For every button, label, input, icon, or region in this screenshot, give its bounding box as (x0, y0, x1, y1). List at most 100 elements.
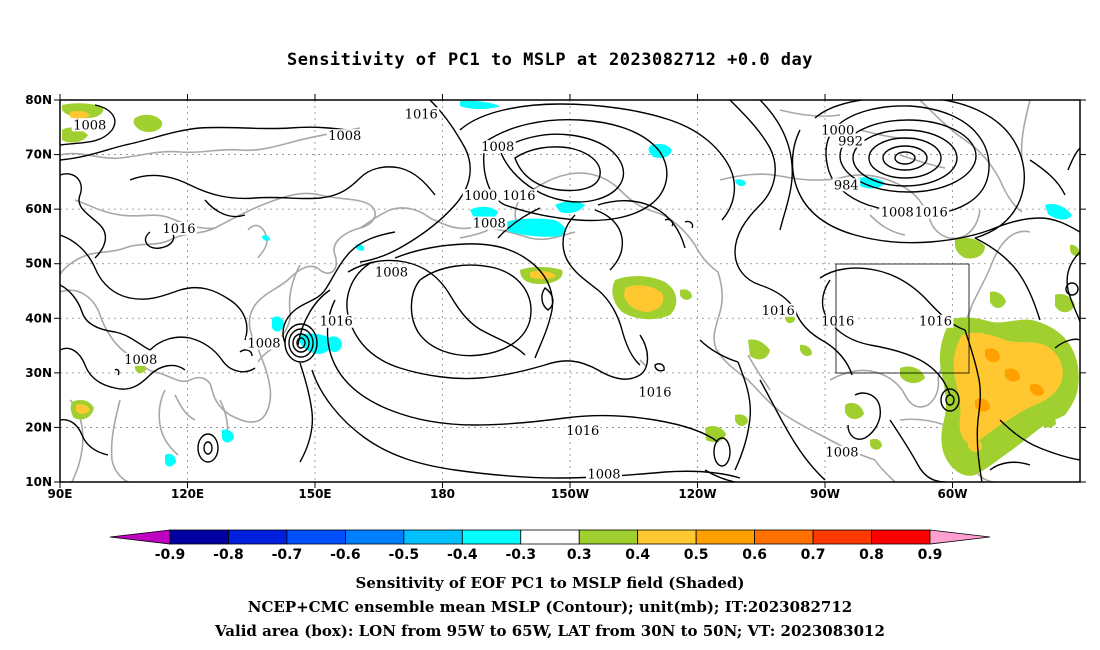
lat-label: 70N (25, 148, 52, 162)
contour-label-bg (71, 118, 108, 132)
colorbar-label: -0.6 (330, 547, 361, 563)
lat-label: 80N (25, 93, 52, 107)
contour-label-bg (318, 314, 355, 328)
contour-label: 1008 (481, 140, 514, 155)
colorbar-swatch (754, 529, 814, 545)
contour-label-bg (246, 336, 282, 350)
contour-label-bg (564, 423, 601, 437)
footer-line-2: NCEP+CMC ensemble mean MSLP (Contour); u… (247, 598, 853, 616)
contour-label: 1016 (566, 424, 599, 439)
contour-label: 1016 (502, 189, 535, 204)
lat-label: 10N (25, 475, 52, 489)
colorbar-label: -0.5 (389, 547, 420, 563)
contour-label: 1008 (124, 353, 157, 368)
colorbar-swatch (578, 529, 639, 545)
contour-label-bg (836, 134, 865, 148)
colorbar-swatch (461, 529, 522, 545)
colorbar-swatch (871, 529, 931, 545)
contour-label: 1008 (73, 118, 106, 133)
sensitivity-shading (62, 100, 1080, 476)
contour-label-bg (501, 189, 537, 203)
contour-label: 1016 (320, 315, 353, 330)
contour-label-bg (161, 221, 197, 235)
colorbar-label: 0.6 (742, 547, 767, 563)
mslp-contours (60, 100, 1080, 482)
contour-label: 1008 (881, 206, 914, 221)
contour-label: 1008 (375, 266, 408, 281)
contour-label: 1016 (762, 304, 795, 319)
contour-label: 1008 (587, 468, 620, 483)
colorbar-label: 0.7 (801, 547, 826, 563)
contour-label-bg (760, 303, 797, 317)
contour-label: 992 (838, 135, 863, 150)
contour-label: 1016 (405, 107, 438, 122)
colorbar-arrow-left (109, 529, 171, 545)
colorbar-label: 0.5 (684, 547, 709, 563)
contour-label: 1016 (915, 206, 948, 221)
contour-label-bg (824, 445, 860, 459)
lon-label: 120W (678, 487, 716, 501)
contour-label-bg (586, 467, 622, 481)
lat-label: 60N (25, 202, 52, 216)
footer-line-3: Valid area (box): LON from 95W to 65W, L… (215, 622, 885, 640)
colorbar-swatch (812, 529, 872, 545)
colorbar-label: 0.9 (918, 547, 943, 563)
lon-label: 180 (430, 487, 455, 501)
lat-label: 30N (25, 366, 52, 380)
contour-label: 1008 (328, 129, 361, 144)
contour-label: 1008 (247, 337, 280, 352)
contour-label-bg (819, 123, 856, 137)
contour-label-bg (122, 352, 159, 366)
colorbar-swatch (169, 529, 229, 545)
contour-label-bg (403, 107, 440, 121)
contour-label: 984 (834, 178, 859, 193)
colorbar-swatch (637, 529, 697, 545)
lon-label: 90E (48, 487, 73, 501)
chart-title: Sensitivity of PC1 to MSLP at 2023082712… (286, 50, 813, 70)
contour-label: 1008 (473, 217, 506, 232)
contour-label-bg (917, 314, 954, 328)
colorbar-label: -0.9 (155, 547, 186, 563)
footer-line-1: Sensitivity of EOF PC1 to MSLP field (Sh… (355, 574, 745, 592)
colorbar-label: -0.8 (213, 547, 244, 563)
colorbar-label: -0.3 (505, 547, 536, 563)
contour-label-bg (879, 205, 916, 219)
colorbar-label: -0.4 (447, 547, 478, 563)
lat-label: 20N (25, 420, 52, 434)
colorbar-label: 0.4 (625, 547, 650, 563)
lon-label: 120E (171, 487, 204, 501)
lon-label: 150W (551, 487, 589, 501)
colorbar: -0.9 -0.8 -0.7 -0.6 -0.5 -0.4 -0.3 0.3 0.4 0.5 0.6… (109, 529, 991, 563)
colorbar-swatch (695, 529, 756, 545)
colorbar-swatch (286, 529, 346, 545)
colorbar-swatch (228, 529, 288, 545)
colorbar-label: 0.3 (567, 547, 592, 563)
colorbar-label: 0.8 (859, 547, 884, 563)
colorbar-arrow-right (929, 529, 991, 545)
lat-label: 50N (25, 257, 52, 271)
valid-area-box (835, 263, 970, 374)
lon-label: 60W (938, 487, 968, 501)
contour-label-bg (832, 178, 861, 192)
contour-label-bg (326, 129, 363, 143)
lon-label: 90W (810, 487, 840, 501)
contour-label: 1016 (821, 315, 854, 330)
contour-label-bg (479, 140, 516, 154)
colorbar-swatch (344, 529, 405, 545)
contour-label: 1016 (919, 315, 952, 330)
colorbar-label: -0.7 (272, 547, 303, 563)
contour-labels: 1008100810161008101610081008101610081000… (71, 107, 954, 483)
contour-label: 1016 (638, 386, 671, 401)
lat-label: 40N (25, 311, 52, 325)
contour-label-bg (637, 385, 673, 399)
contour-label-bg (373, 265, 410, 279)
contour-label-bg (913, 205, 950, 219)
contour-label: 1000 (464, 189, 497, 204)
lon-label: 150E (298, 487, 331, 501)
contour-label-bg (819, 314, 856, 328)
colorbar-swatch (520, 529, 580, 545)
colorbar-swatch (403, 529, 463, 545)
contour-label: 1008 (825, 446, 858, 461)
contour-label: 1016 (162, 222, 195, 237)
contour-label-bg (462, 189, 499, 203)
